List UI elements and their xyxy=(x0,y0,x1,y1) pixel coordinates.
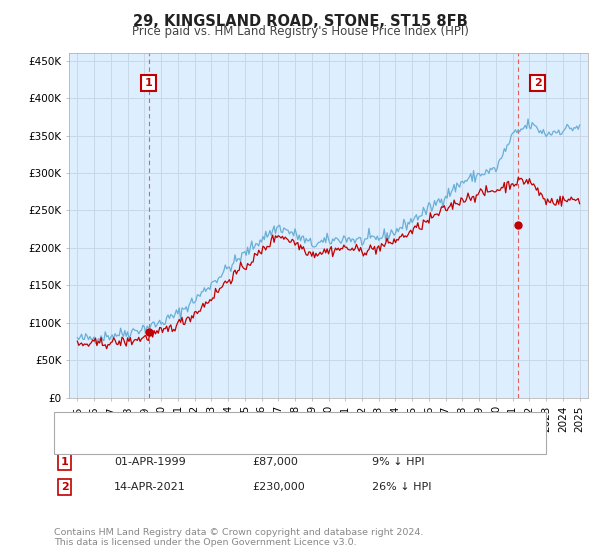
Text: 9% ↓ HPI: 9% ↓ HPI xyxy=(372,457,425,467)
Text: 2: 2 xyxy=(61,482,68,492)
Text: HPI: Average price, detached house, Stafford: HPI: Average price, detached house, Staf… xyxy=(105,436,351,446)
Text: ─────: ───── xyxy=(69,435,107,448)
Text: Contains HM Land Registry data © Crown copyright and database right 2024.
This d: Contains HM Land Registry data © Crown c… xyxy=(54,528,424,547)
Text: 1: 1 xyxy=(145,78,152,88)
Text: 29, KINGSLAND ROAD, STONE, ST15 8FB: 29, KINGSLAND ROAD, STONE, ST15 8FB xyxy=(133,14,467,29)
Text: £87,000: £87,000 xyxy=(252,457,298,467)
Text: 29, KINGSLAND ROAD, STONE, ST15 8FB (detached house): 29, KINGSLAND ROAD, STONE, ST15 8FB (det… xyxy=(105,419,428,429)
Text: 14-APR-2021: 14-APR-2021 xyxy=(114,482,186,492)
Text: 2: 2 xyxy=(534,78,541,88)
Text: 01-APR-1999: 01-APR-1999 xyxy=(114,457,186,467)
Text: £230,000: £230,000 xyxy=(252,482,305,492)
Text: ─────: ───── xyxy=(69,417,107,431)
Text: 26% ↓ HPI: 26% ↓ HPI xyxy=(372,482,431,492)
Text: Price paid vs. HM Land Registry's House Price Index (HPI): Price paid vs. HM Land Registry's House … xyxy=(131,25,469,38)
Text: 1: 1 xyxy=(61,457,68,467)
